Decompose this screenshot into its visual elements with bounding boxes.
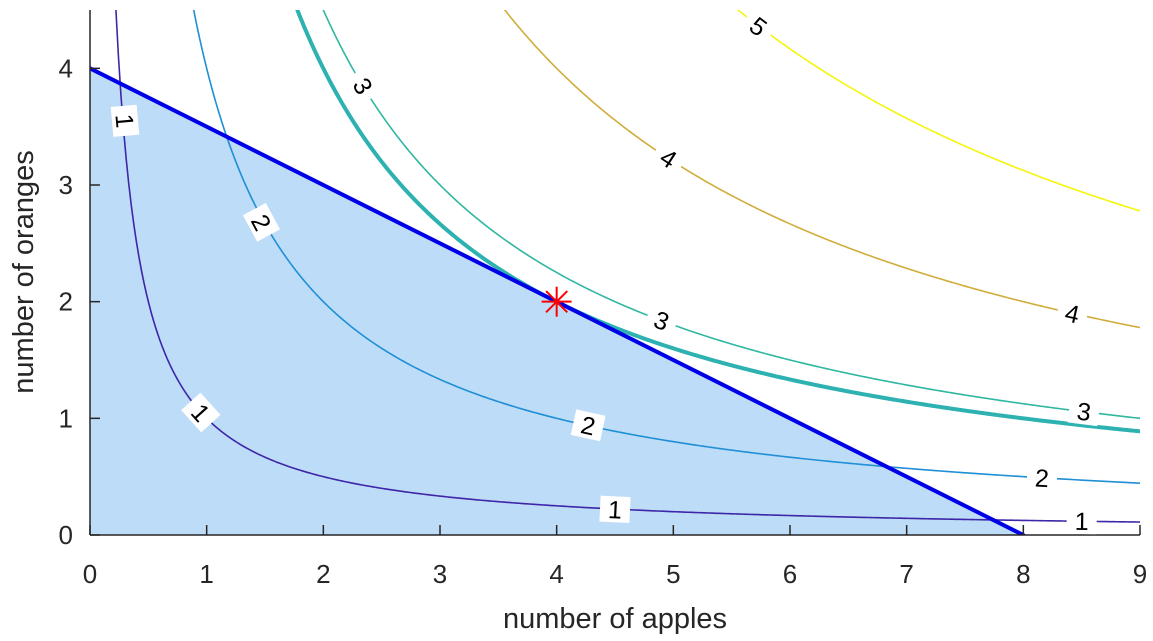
- x-tick-label: 6: [783, 559, 797, 589]
- contour-label-text: 1: [109, 113, 138, 129]
- y-tick-label: 0: [59, 520, 73, 550]
- optimum-marker: [541, 286, 572, 317]
- contour-line-4: [503, 10, 1140, 329]
- contour-label-gap: [242, 202, 281, 242]
- contour-line-3: [322, 10, 1140, 420]
- contour-label-gap: [1054, 297, 1090, 330]
- y-axis-title: number of oranges: [8, 150, 40, 393]
- contour-label-gap: [181, 392, 221, 433]
- contour-label-gap: [738, 6, 779, 46]
- contour-label-text: 2: [1034, 464, 1050, 493]
- contour-label-gap: [344, 66, 382, 106]
- contour-label-gap: [1066, 507, 1097, 535]
- contour-label-text: 4: [1062, 299, 1082, 329]
- y-tick-label: 4: [59, 53, 73, 83]
- contour-label-gap: [649, 139, 689, 178]
- optimum-marker-layer: [541, 286, 572, 317]
- contour-line-5: [736, 10, 1140, 212]
- contour-label-3: 3: [344, 66, 382, 106]
- contour-label-gap: [599, 495, 631, 524]
- contour-label-text: 2: [578, 411, 598, 441]
- x-axis-title: number of apples: [503, 603, 727, 635]
- contour-label-gap: [1026, 463, 1058, 492]
- x-tick-label: 9: [1133, 559, 1147, 589]
- contour-label-2: 2: [1026, 463, 1058, 493]
- contour-label-1: 1: [109, 104, 140, 137]
- y-tick-label: 1: [59, 403, 73, 433]
- x-tick-label: 7: [899, 559, 913, 589]
- contour-label-3: 3: [1067, 396, 1101, 427]
- contour-label-1: 1: [1066, 507, 1097, 536]
- x-tick-label: 1: [199, 559, 213, 589]
- optimum-marker-stroke: [545, 290, 568, 313]
- contour-label-text: 1: [1075, 508, 1089, 536]
- contour-line-2: [192, 10, 1140, 484]
- contour-label-5: 5: [738, 6, 779, 46]
- contour-label-2: 2: [570, 409, 606, 442]
- plot-area: [90, 10, 1140, 535]
- contour-label-gap: [570, 409, 606, 442]
- x-tick-label: 4: [549, 559, 563, 589]
- x-tick-label: 3: [433, 559, 447, 589]
- contour-label-text: 3: [1075, 398, 1092, 427]
- x-tick-label: 2: [316, 559, 330, 589]
- x-tick-label: 5: [666, 559, 680, 589]
- contour-label-gap: [110, 104, 140, 137]
- x-tick-label: 0: [83, 559, 97, 589]
- x-tick-label: 8: [1016, 559, 1030, 589]
- contour-label-text: 1: [607, 496, 622, 525]
- contour-label-1: 1: [599, 495, 631, 525]
- contour-label-4: 4: [1054, 297, 1090, 330]
- contour-label-3: 3: [643, 302, 681, 338]
- contour-label-2: 2: [242, 202, 281, 242]
- contour-label-4: 4: [649, 139, 689, 178]
- contour-label-gap: [1067, 396, 1101, 427]
- y-tick-label: 3: [59, 170, 73, 200]
- contour-label-1: 1: [181, 392, 221, 433]
- contour-label-gap: [643, 302, 681, 338]
- optimal-indifference-curve: [295, 10, 1140, 434]
- y-tick-label: 2: [59, 287, 73, 317]
